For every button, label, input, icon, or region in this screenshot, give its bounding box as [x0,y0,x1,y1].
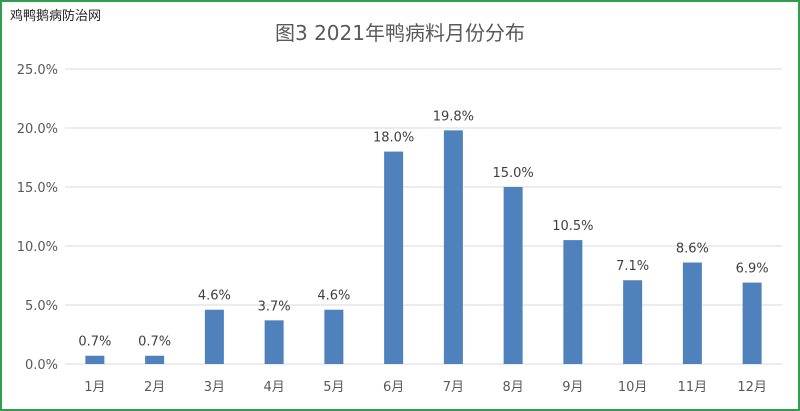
bar [85,355,105,364]
y-tick-label: 10.0% [17,240,58,255]
data-label: 4.6% [198,289,231,304]
y-tick-label: 15.0% [17,181,58,196]
data-label: 0.7% [78,335,111,350]
bar [742,282,762,364]
x-tick-label: 8月 [502,380,523,395]
bar [384,151,404,364]
bar [264,320,284,364]
data-label: 6.9% [736,262,769,277]
x-tick-label: 9月 [562,380,583,395]
bar [443,130,463,364]
x-tick-label: 6月 [383,380,404,395]
y-tick-label: 25.0% [17,63,58,78]
bars [85,130,762,364]
y-axis-ticks: 0.0% 5.0% 10.0% 15.0% 20.0% 25.0% [17,63,58,373]
bar [623,280,643,364]
bar [682,262,702,364]
x-tick-label: 12月 [737,380,767,395]
x-tick-label: 5月 [323,380,344,395]
x-axis-ticks: 1月 2月 3月 4月 5月 6月 7月 8月 9月 10月 11月 12月 [84,380,767,395]
watermark: 鸡鸭鹅病防治网 [10,9,102,24]
bar [503,187,523,364]
data-label: 7.1% [616,259,649,274]
data-label: 15.0% [492,166,533,181]
y-tick-label: 5.0% [25,299,58,314]
x-tick-label: 11月 [678,380,708,395]
data-label: 18.0% [373,131,414,146]
chart-title: 图3 2021年鸭病料月份分布 [275,21,525,45]
x-tick-label: 2月 [144,380,165,395]
x-tick-label: 3月 [204,380,225,395]
bar [324,309,344,364]
y-tick-label: 20.0% [17,122,58,137]
data-label: 10.5% [552,219,593,234]
bar [563,240,583,364]
x-tick-label: 1月 [84,380,105,395]
gridlines [65,68,782,365]
y-tick-label: 0.0% [25,358,58,373]
x-tick-label: 4月 [263,380,284,395]
data-label: 19.8% [433,109,474,124]
data-label: 4.6% [317,289,350,304]
x-tick-label: 10月 [618,380,648,395]
data-label: 8.6% [676,242,709,257]
data-labels: 0.7% 0.7% 4.6% 3.7% 4.6% 18.0% 19.8% 15.0% 10.5%… [78,109,768,349]
data-label: 3.7% [258,299,291,314]
bar [204,309,224,364]
data-label: 0.7% [138,335,171,350]
x-tick-label: 7月 [443,380,464,395]
bar [145,355,165,364]
